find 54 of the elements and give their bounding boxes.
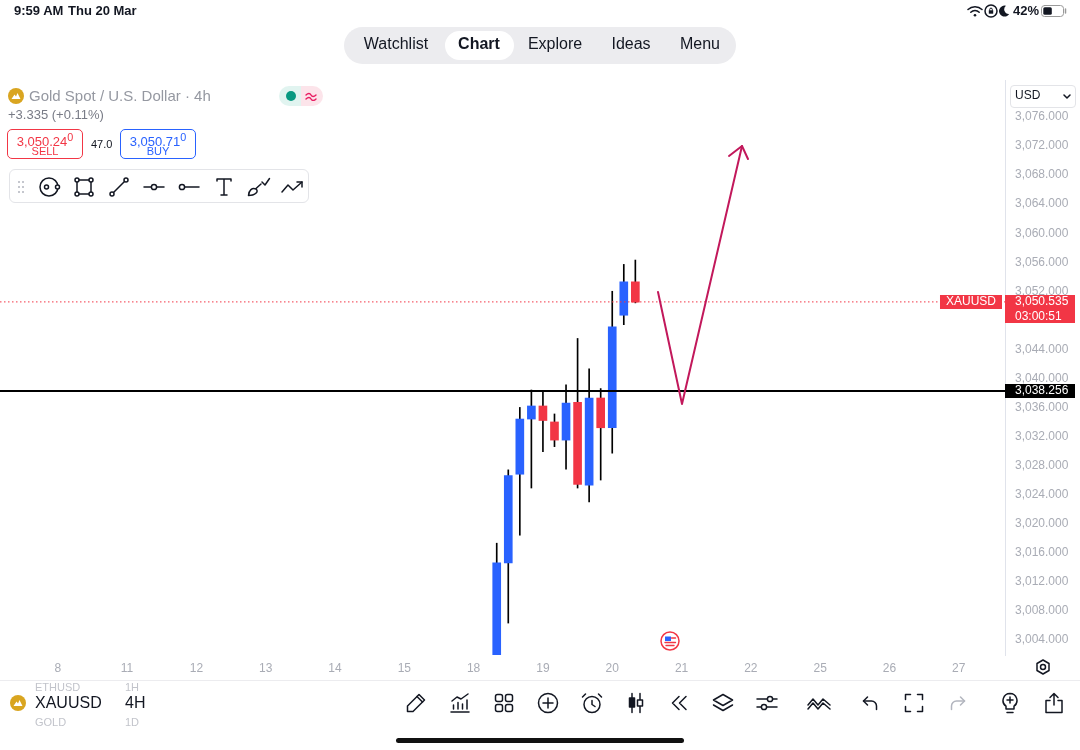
text: Chart	[458, 35, 500, 54]
x-tick-label: 12	[189, 660, 204, 675]
text: Gold Spot / U.S. Dollar · 4h	[29, 87, 211, 105]
y-tick-label: 3,044.000	[1015, 341, 1069, 356]
x-tick-label: 11	[120, 660, 134, 675]
y-tick-label: 3,076.000	[1015, 109, 1069, 124]
text: 42%	[1013, 3, 1040, 19]
y-tick-label: 3,016.000	[1015, 544, 1069, 559]
x-tick-label: 13	[259, 660, 273, 675]
x-tick-label: 18	[466, 660, 481, 675]
x-tick-label: 20	[605, 660, 620, 675]
text: GOLD	[35, 716, 67, 729]
x-tick-label: 27	[952, 660, 966, 675]
y-tick-label: 3,028.000	[1015, 457, 1069, 472]
x-tick-label: 22	[744, 660, 758, 675]
y-tick-label: 3,036.000	[1015, 399, 1069, 414]
x-tick-label: 8	[54, 660, 62, 675]
text: 9:59 AM	[14, 3, 64, 19]
text: Menu	[679, 35, 721, 54]
y-tick-label: 3,004.000	[1015, 632, 1069, 647]
x-tick-label: 14	[328, 660, 342, 675]
y-tick-label: 3,008.000	[1015, 603, 1069, 618]
text: ETHUSD	[35, 681, 81, 694]
annotation: SELL	[31, 145, 59, 158]
annotation: 47.0	[91, 138, 113, 151]
x-tick-label: 19	[536, 660, 550, 675]
ref-line-label: 3,038.256	[1015, 383, 1069, 398]
y-tick-label: 3,040.000	[1015, 370, 1069, 385]
annotation: +3.335 (+0.11%)	[8, 107, 104, 123]
x-tick-label: 25	[813, 660, 828, 675]
text: Watchlist	[363, 35, 429, 54]
text: Explore	[527, 35, 583, 54]
x-tick-label: 26	[882, 660, 897, 675]
x-tick-label: 15	[397, 660, 412, 675]
text: USD	[1015, 88, 1041, 103]
text: XAUUSD	[35, 694, 102, 713]
annotation: BUY	[146, 145, 170, 158]
y-tick-label: 3,060.000	[1015, 225, 1069, 240]
x-tick-label: 21	[674, 660, 689, 675]
annotation: XAUUSD	[945, 294, 997, 309]
y-tick-label: 3,056.000	[1015, 254, 1069, 269]
text: 1D	[125, 716, 140, 729]
text: Ideas	[611, 35, 651, 54]
y-tick-label: 3,020.000	[1015, 515, 1069, 530]
y-tick-label: 3,072.000	[1015, 138, 1069, 153]
text: 1H	[125, 681, 140, 694]
text: Thu 20 Mar	[68, 3, 137, 19]
y-tick-label: 3,024.000	[1015, 486, 1069, 501]
y-tick-label: 3,064.000	[1015, 196, 1069, 211]
text: 03:00:51	[1005, 309, 1075, 323]
y-tick-label: 3,012.000	[1015, 573, 1069, 588]
text: 4H	[125, 694, 146, 713]
y-tick-label: 3,032.000	[1015, 428, 1069, 443]
y-tick-label: 3,068.000	[1015, 167, 1069, 182]
